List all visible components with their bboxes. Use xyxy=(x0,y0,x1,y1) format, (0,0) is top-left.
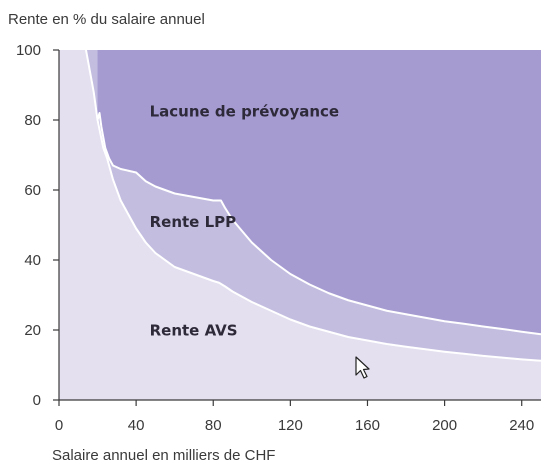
x-tick-label: 120 xyxy=(278,417,303,434)
area-avs xyxy=(59,50,541,400)
y-tick-label: 40 xyxy=(24,252,41,269)
axes: 0 20 40 60 80 100 0 40 80 120 160 200 240 xyxy=(16,42,541,434)
series-line-avs xyxy=(85,50,541,362)
y-tick-label: 100 xyxy=(16,42,41,59)
area-label: Lacune de prévoyance xyxy=(150,103,340,121)
plot-area xyxy=(59,50,541,400)
y-axis-title: Rente en % du salaire annuel xyxy=(8,11,205,28)
area-label: Rente LPP xyxy=(150,213,237,231)
y-tick-label: 0 xyxy=(33,392,41,409)
x-axis-title: Salaire annuel en milliers de CHF xyxy=(52,447,275,464)
x-tick-label: 160 xyxy=(355,417,380,434)
y-tick-label: 20 xyxy=(24,322,41,339)
x-tick-label: 0 xyxy=(55,417,63,434)
x-tick-label: 40 xyxy=(128,417,145,434)
mouse-cursor-icon xyxy=(355,356,370,379)
x-tick-label: 240 xyxy=(509,417,534,434)
area-labels: Lacune de prévoyance Rente LPP Rente AVS xyxy=(150,103,340,340)
area-label: Rente AVS xyxy=(150,321,238,339)
x-tick-label: 80 xyxy=(205,417,222,434)
y-tick-label: 60 xyxy=(24,182,41,199)
series-line-lpp xyxy=(96,112,541,336)
x-tick-label: 200 xyxy=(432,417,457,434)
y-tick-label: 80 xyxy=(24,112,41,129)
